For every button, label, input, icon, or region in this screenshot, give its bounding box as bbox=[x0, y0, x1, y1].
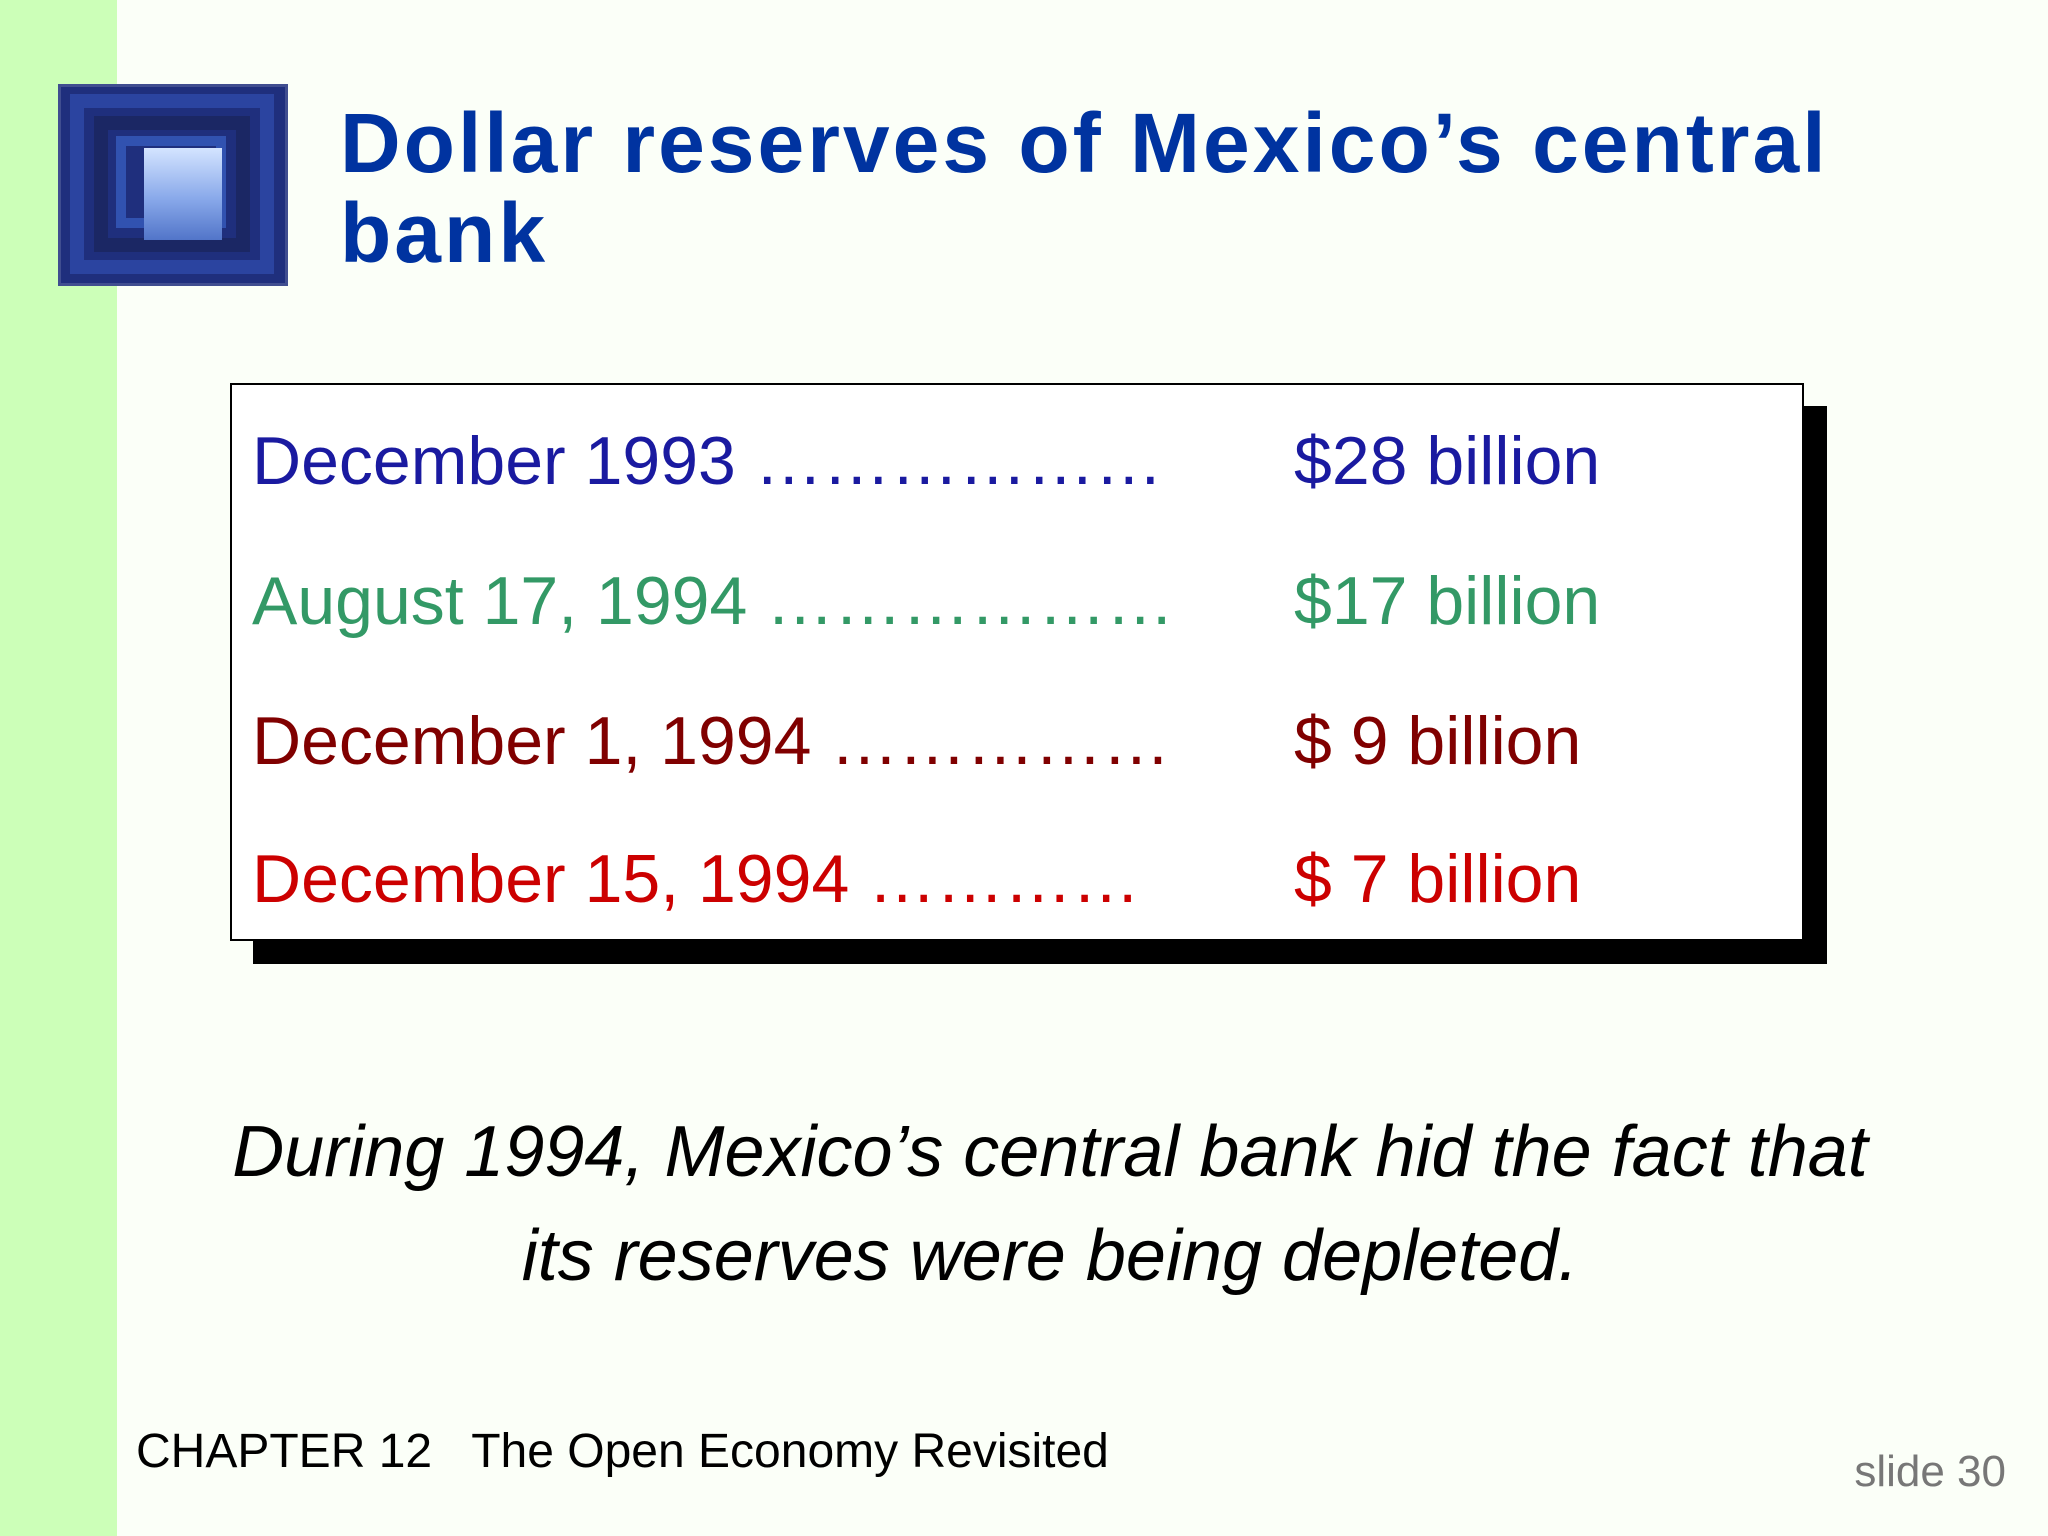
reserves-date: December 1, 1994 …………… bbox=[252, 703, 1171, 779]
window-tunnel-logo-icon bbox=[58, 84, 288, 286]
slide-title: Dollar reserves of Mexico’s central bank bbox=[340, 96, 1829, 280]
reserves-amount: $28 billion bbox=[1294, 423, 1601, 499]
chapter-footer: CHAPTER 12 The Open Economy Revisited bbox=[136, 1425, 1109, 1478]
reserves-amount: $17 billion bbox=[1294, 563, 1601, 639]
reserves-date: December 1993 ……………… bbox=[252, 423, 1163, 499]
reserves-date: August 17, 1994 ……………… bbox=[252, 563, 1175, 639]
slide-number: slide 30 bbox=[1854, 1447, 2006, 1496]
slide-note: During 1994, Mexico’s central bank hid t… bbox=[232, 1112, 1868, 1296]
reserves-amount: $ 7 billion bbox=[1294, 841, 1582, 917]
reserves-amount: $ 9 billion bbox=[1294, 703, 1582, 779]
reserves-box: December 1993 ……………… $28 billion August … bbox=[230, 383, 1804, 941]
reserves-date: December 15, 1994 ………… bbox=[252, 841, 1141, 917]
